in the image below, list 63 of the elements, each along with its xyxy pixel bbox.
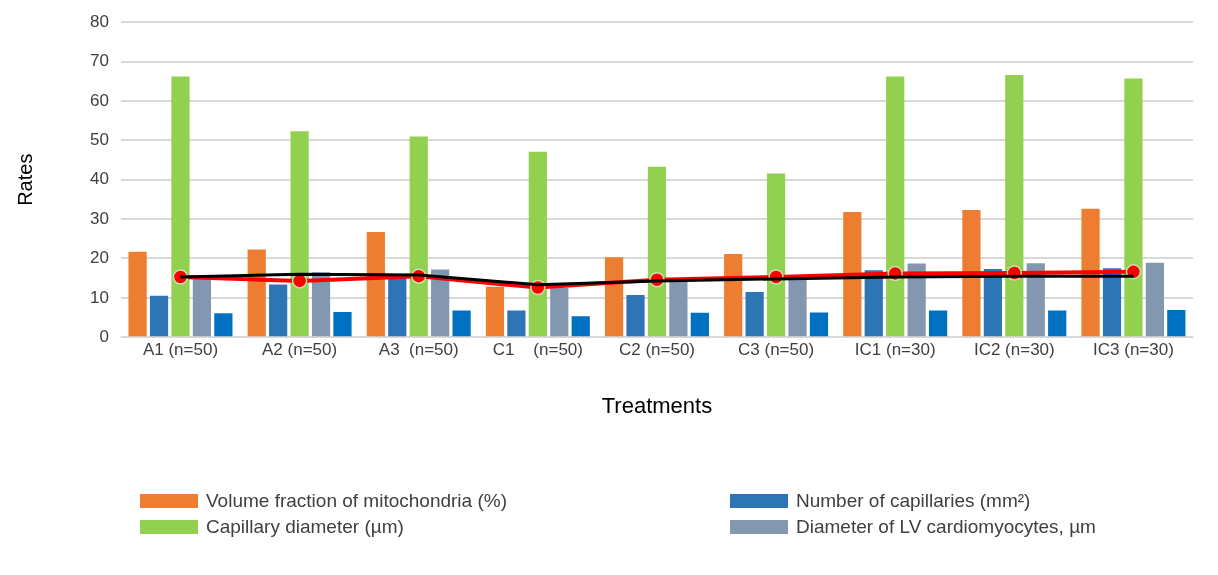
y-tick-label: 30 — [89, 208, 109, 228]
bar — [843, 211, 862, 337]
bar — [886, 76, 905, 337]
bar — [171, 76, 190, 337]
y-tick-label: 70 — [89, 51, 109, 71]
bar — [626, 295, 645, 337]
x-tick-label: C3 (n=50) — [738, 340, 815, 360]
x-tick-label: C1 (n=50) — [492, 340, 583, 360]
bar — [669, 280, 688, 337]
legend-label: Capillary diameter (µm) — [206, 516, 404, 538]
bar — [1167, 310, 1186, 337]
bar — [485, 286, 505, 337]
bar — [452, 310, 471, 337]
bar — [1145, 262, 1164, 337]
bar — [550, 287, 569, 337]
bar — [1005, 74, 1024, 337]
y-tick-label: 10 — [89, 287, 109, 307]
bar — [724, 254, 743, 337]
y-tick-label: 80 — [89, 11, 109, 31]
bar — [1048, 310, 1067, 337]
bar — [1124, 78, 1143, 337]
bar — [431, 269, 450, 337]
x-tick-label: A3 (n=50) — [378, 340, 459, 360]
bar — [192, 278, 212, 337]
bar — [128, 251, 147, 337]
bar — [388, 276, 407, 337]
y-tick-label: 20 — [89, 248, 109, 268]
bar — [788, 280, 807, 337]
x-tick-label: IC2 (n=30) — [973, 340, 1055, 360]
bar — [745, 291, 764, 337]
x-tick-label: IC3 (n=30) — [1093, 340, 1174, 360]
legend-label: Volume fraction of mitochondria (%) — [206, 490, 507, 512]
bar — [269, 284, 288, 337]
bar — [604, 257, 624, 337]
bar — [290, 131, 309, 337]
x-tick-label: IC1 (n=30) — [854, 340, 936, 360]
bar — [962, 210, 981, 337]
bar — [528, 151, 547, 337]
y-tick-label: 0 — [99, 326, 109, 346]
bar — [809, 312, 829, 337]
legend-label: Diameter of LV cardiomyocytes, µm — [796, 516, 1096, 538]
x-tick-label: C2 (n=50) — [618, 340, 695, 360]
bar — [214, 313, 233, 337]
x-axis-title: Treatments — [601, 392, 713, 418]
bar — [690, 312, 709, 337]
bar — [366, 232, 385, 337]
x-tick-label: A2 (n=50) — [262, 340, 338, 360]
y-axis-title: Rates — [13, 153, 36, 206]
bar — [333, 312, 352, 337]
y-tick-label: 50 — [89, 130, 109, 150]
bar — [149, 295, 169, 337]
bar — [507, 310, 526, 337]
y-tick-label: 60 — [89, 90, 109, 110]
bar — [928, 310, 948, 337]
bar — [409, 136, 428, 337]
x-tick-label: A1 (n=50) — [142, 340, 219, 360]
bar — [1081, 208, 1100, 337]
y-tick-label: 40 — [89, 169, 109, 189]
bar — [766, 173, 786, 337]
bar — [571, 316, 590, 337]
bar — [247, 249, 266, 337]
bar — [647, 166, 667, 337]
legend-label: Number of capillaries (mm²) — [796, 490, 1031, 512]
